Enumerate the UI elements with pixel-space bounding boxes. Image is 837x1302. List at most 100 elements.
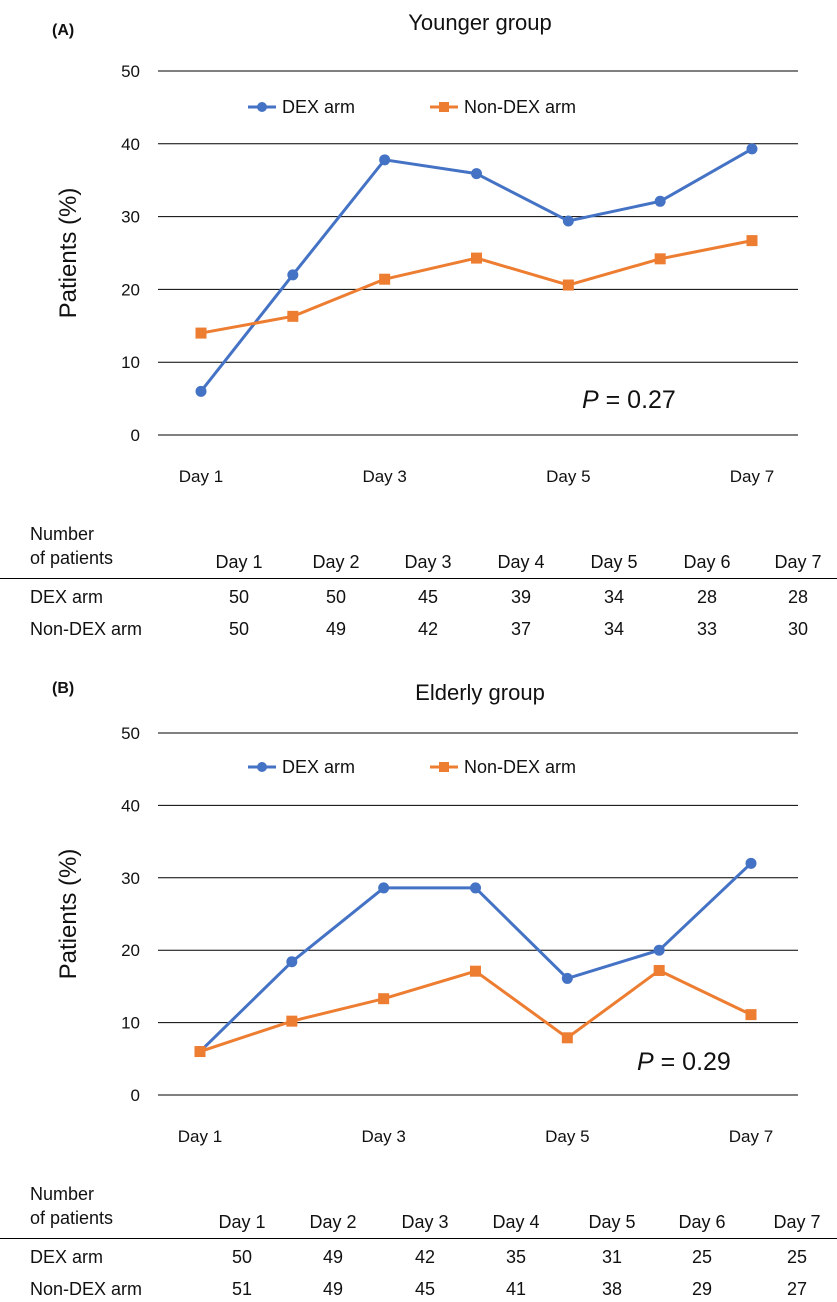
y-tick-label: 0 [131,1086,140,1105]
table-cell: 33 [696,619,718,639]
data-point [286,1015,298,1027]
data-point [287,310,299,322]
x-tick-label: Day 3 [361,1127,405,1146]
p-value-annotation: P = 0.27 [582,386,676,414]
table-rule [0,1238,837,1239]
legend-label: DEX arm [282,757,355,777]
column-header: Day 4 [492,1212,540,1232]
data-point [471,252,482,264]
table-cell: 30 [787,619,809,639]
column-header: Day 6 [683,552,731,572]
legend-marker [257,762,267,772]
table-cell: 27 [786,1279,808,1299]
data-point [378,882,390,894]
x-tick-label: Day 7 [730,467,774,486]
table-cell: 28 [696,587,718,607]
legend-label: Non-DEX arm [464,97,576,117]
data-point [561,972,573,984]
table-cell: 50 [228,619,250,639]
column-header: Day 1 [218,1212,266,1232]
y-tick-label: 30 [121,869,140,888]
column-header: Day 4 [497,552,545,572]
table-cell: 45 [417,587,439,607]
data-point [378,993,390,1005]
x-tick-label: Day 1 [178,1127,222,1146]
data-point [379,273,391,285]
table-header-line1: Number [30,524,95,544]
p-value-italic: P [582,386,599,414]
table-cell: 49 [322,1247,344,1267]
column-header: Day 7 [773,1212,821,1232]
y-tick-label: 30 [121,208,140,227]
data-point [561,1032,573,1044]
table-header: Number of patients [30,522,113,570]
y-tick-label: 50 [121,724,140,743]
column-header: Day 6 [678,1212,726,1232]
data-point [471,168,482,180]
table-cell: 28 [787,587,809,607]
row-label: DEX arm [30,587,104,607]
column-header: Day 1 [215,552,263,572]
legend-marker [439,102,449,112]
table-cell: 42 [417,619,439,639]
table-cell: 25 [786,1247,808,1267]
chart-title: Elderly group [415,680,545,705]
column-header: Day 2 [309,1212,357,1232]
chart-title: Younger group [408,10,552,35]
column-header: Day 3 [401,1212,449,1232]
column-header: Day 7 [774,552,822,572]
y-axis-label: Patients (%) [55,188,82,319]
x-tick-label: Day 7 [729,1127,773,1146]
table-cell: 50 [325,587,347,607]
data-point [654,195,666,207]
table-cell: 37 [510,619,532,639]
table-cell: 34 [603,619,625,639]
data-point [470,882,481,894]
data-point [745,1009,757,1021]
x-tick-label: Day 1 [179,467,223,486]
line-chart-younger: 0 10 20 30 40 50 Day 1 Day 3 Day 5 Day 7 Patients … [55,62,798,486]
table-cell: 31 [601,1247,623,1267]
table-cell: 35 [505,1247,527,1267]
p-value-text: = 0.29 [654,1048,731,1076]
data-point [562,279,574,291]
panel-label: (A) [52,22,75,39]
series-line-non-dex [199,968,752,1053]
legend-label: DEX arm [282,97,355,117]
table-cell: 38 [601,1279,623,1299]
table-cell: 45 [414,1279,436,1299]
p-value-italic: P [637,1048,654,1076]
data-point [653,964,665,976]
table-cell: 39 [510,587,532,607]
row-label: Non-DEX arm [30,1279,143,1299]
legend-marker [257,102,267,112]
y-tick-label: 10 [121,353,140,372]
data-point [654,253,666,265]
table-cell: 49 [322,1279,344,1299]
p-value-annotation: P = 0.29 [637,1048,731,1076]
data-point [195,327,207,339]
y-tick-label: 40 [121,796,140,815]
x-tick-label: Day 5 [545,1127,589,1146]
data-point [286,956,298,968]
table-header-line1: Number [30,1184,95,1204]
column-header: Day 5 [590,552,638,572]
table-header: Number of patients [30,1182,113,1230]
table-cell: 41 [505,1279,527,1299]
table-cell: 51 [231,1279,253,1299]
panel-label: (B) [52,680,75,697]
y-tick-label: 0 [131,426,140,445]
x-tick-label: Day 5 [546,467,590,486]
panel-a-younger-group: (A) Younger group 0 10 20 30 40 50 Day 1 Day 3 D… [0,0,837,650]
table-cell: 29 [691,1279,713,1299]
table-header-line2: of patients [30,1208,114,1228]
table-header-line2: of patients [30,548,114,568]
table-cell: 50 [228,587,250,607]
data-point [562,215,574,227]
y-tick-label: 40 [121,135,140,154]
y-tick-label: 20 [121,941,140,960]
data-point [287,269,299,281]
column-header: Day 2 [312,552,360,572]
legend-marker [439,762,449,772]
x-tick-label: Day 3 [362,467,406,486]
